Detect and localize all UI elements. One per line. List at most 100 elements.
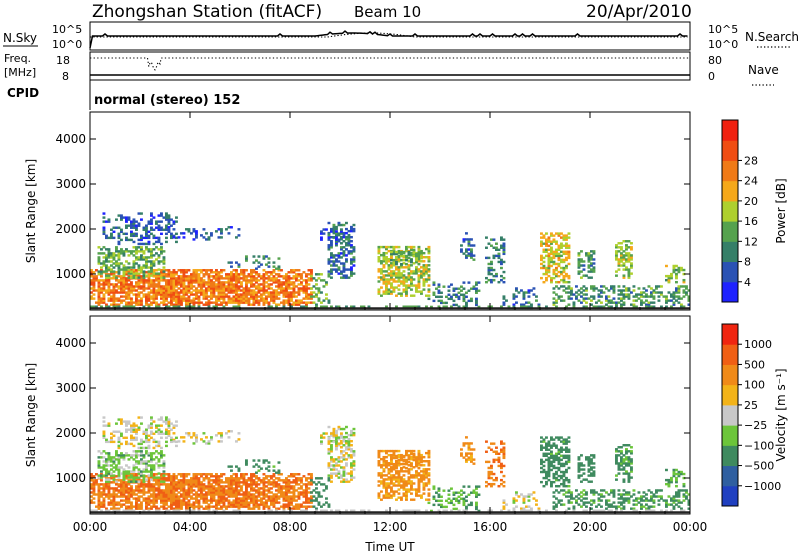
echo-cell	[252, 279, 256, 282]
echo-cell	[330, 242, 333, 245]
echo-cell	[222, 287, 226, 290]
echo-cell	[170, 501, 173, 504]
echo-cell	[107, 495, 111, 498]
echo-cell	[342, 250, 346, 253]
echo-cell	[150, 212, 153, 215]
echo-cell	[460, 248, 463, 251]
echo-cell	[300, 273, 303, 276]
echo-cell	[350, 268, 353, 271]
echo-cell	[337, 272, 341, 275]
colorbar-tick-label: 16	[744, 215, 758, 228]
echo-cell	[675, 291, 678, 294]
echo-cell	[110, 481, 113, 484]
echo-cell	[272, 497, 276, 500]
echo-cell	[167, 230, 171, 233]
echo-cell	[185, 299, 188, 302]
echo-cell	[150, 285, 153, 288]
echo-cell	[435, 295, 438, 299]
echo-cell	[160, 276, 163, 279]
echo-cell	[395, 478, 398, 481]
echo-cell	[667, 276, 671, 280]
echo-cell	[107, 276, 111, 279]
echo-cell	[335, 440, 338, 443]
echo-cell	[682, 289, 686, 292]
echo-cell	[210, 295, 213, 298]
echo-cell	[335, 474, 338, 477]
echo-cell	[305, 291, 308, 294]
echo-cell	[310, 293, 313, 296]
echo-cell	[185, 491, 188, 494]
echo-cell	[175, 289, 178, 292]
echo-cell	[325, 283, 328, 286]
echo-cell	[167, 216, 171, 219]
echo-cell	[222, 283, 226, 286]
echo-cell	[117, 272, 121, 275]
echo-cell	[385, 496, 388, 499]
echo-cell	[335, 268, 338, 271]
echo-cell	[672, 264, 676, 268]
echo-cell	[135, 493, 138, 496]
echo-cell	[212, 283, 216, 286]
echo-cell	[120, 422, 123, 425]
echo-cell	[157, 303, 161, 306]
echo-cell	[597, 295, 601, 298]
echo-cell	[242, 475, 246, 478]
echo-cell	[392, 476, 396, 479]
echo-cell	[147, 236, 151, 240]
echo-cell	[155, 440, 158, 444]
echo-cell	[130, 426, 133, 429]
echo-cell	[240, 301, 243, 304]
echo-cell	[230, 465, 233, 468]
echo-cell	[232, 301, 236, 304]
echo-cell	[137, 503, 141, 506]
echo-cell	[272, 269, 276, 272]
echo-cell	[187, 289, 191, 292]
echo-cell	[352, 454, 356, 457]
echo-cell	[407, 272, 411, 275]
echo-cell	[210, 438, 213, 441]
echo-cell	[90, 485, 93, 488]
echo-cell	[172, 499, 176, 502]
echo-cell	[502, 242, 506, 245]
echo-cell	[327, 238, 331, 241]
echo-cell	[150, 250, 153, 253]
echo-cell	[210, 473, 213, 476]
echo-cell	[137, 489, 141, 492]
echo-cell	[392, 262, 396, 266]
echo-cell	[235, 236, 238, 239]
echo-cell	[165, 279, 168, 282]
echo-cell	[577, 289, 581, 292]
echo-cell	[350, 274, 353, 277]
echo-cell	[550, 234, 553, 237]
echo-cell	[162, 297, 166, 300]
echo-cell	[165, 440, 168, 444]
echo-cell	[475, 301, 478, 305]
echo-cell	[417, 262, 421, 266]
echo-cell	[272, 499, 276, 502]
echo-cell	[412, 262, 416, 265]
echo-cell	[240, 269, 243, 272]
echo-cell	[112, 277, 116, 280]
echo-cell	[140, 266, 143, 269]
echo-cell	[212, 481, 216, 484]
echo-cell	[162, 291, 166, 294]
echo-cell	[122, 493, 126, 496]
echo-cell	[182, 436, 186, 439]
echo-cell	[335, 444, 338, 447]
echo-cell	[387, 462, 391, 465]
echo-cell	[145, 224, 148, 227]
echo-cell	[175, 481, 178, 484]
echo-cell	[167, 287, 171, 290]
echo-cell	[137, 442, 141, 446]
echo-cell	[617, 260, 621, 263]
echo-cell	[347, 252, 351, 255]
echo-cell	[155, 489, 158, 492]
echo-cell	[147, 497, 151, 500]
echo-cell	[152, 440, 156, 444]
echo-cell	[380, 474, 383, 477]
echo-cell	[342, 223, 346, 227]
echo-cell	[540, 262, 543, 266]
echo-cell	[330, 230, 333, 233]
echo-cell	[140, 479, 143, 482]
echo-cell	[162, 493, 166, 496]
